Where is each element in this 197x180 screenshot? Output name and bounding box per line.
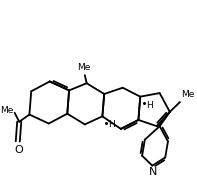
Text: N: N bbox=[149, 167, 157, 177]
Text: H: H bbox=[109, 120, 115, 129]
Text: H: H bbox=[146, 101, 153, 110]
Text: Me: Me bbox=[181, 90, 194, 99]
Text: Me: Me bbox=[0, 107, 14, 116]
Text: O: O bbox=[14, 145, 23, 155]
Text: Me: Me bbox=[77, 63, 91, 72]
